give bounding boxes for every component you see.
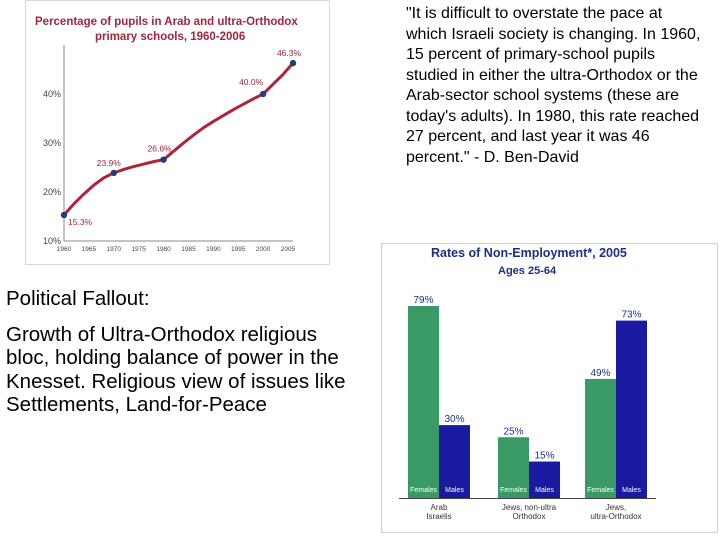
line-chart-title-line2: primary schools, 1960-2006 bbox=[95, 31, 245, 43]
bar-series-label: Females bbox=[500, 487, 527, 494]
bar-value-label: 79% bbox=[413, 295, 433, 306]
bar-females bbox=[408, 306, 439, 498]
category-label: Jews, bbox=[606, 503, 626, 512]
fallout-body: Growth of Ultra-Orthodox religious bloc,… bbox=[6, 322, 346, 417]
y-tick-label: 40% bbox=[43, 89, 61, 99]
bar-females bbox=[498, 437, 529, 498]
bar-males bbox=[439, 425, 470, 498]
non-employment-bar-chart: Rates of Non-Employment*, 2005 Ages 25-6… bbox=[381, 243, 718, 533]
data-point-marker bbox=[60, 211, 68, 219]
x-tick-label: 1990 bbox=[206, 246, 221, 253]
data-point-label: 46.3% bbox=[277, 48, 302, 58]
bar-males bbox=[616, 320, 647, 498]
data-point-label: 15.3% bbox=[68, 217, 93, 227]
political-fallout: Political Fallout: Growth of Ultra-Ortho… bbox=[6, 287, 361, 429]
y-tick-label: 10% bbox=[43, 236, 61, 246]
quote-text: "It is difficult to overstate the pace a… bbox=[406, 5, 701, 166]
category-label: Arab bbox=[431, 503, 448, 512]
category-label: Jews, non-ultra bbox=[502, 503, 557, 512]
data-point-marker bbox=[259, 90, 267, 98]
x-tick-label: 2005 bbox=[281, 246, 296, 253]
pupils-line-chart: Percentage of pupils in Arab and ultra-O… bbox=[25, 0, 330, 265]
y-tick-label: 30% bbox=[43, 138, 61, 148]
data-point-marker bbox=[160, 156, 167, 163]
x-tick-label: 1980 bbox=[156, 246, 171, 253]
pupils-series-line bbox=[62, 62, 295, 217]
x-tick-label: 1975 bbox=[131, 246, 146, 253]
data-point-label: 26.6% bbox=[148, 144, 173, 154]
bar-value-label: 49% bbox=[590, 368, 610, 379]
x-tick-label: 1985 bbox=[181, 246, 196, 253]
data-point-marker bbox=[289, 59, 297, 67]
data-point-label: 23.9% bbox=[97, 158, 122, 168]
bar-chart-title: Rates of Non-Employment*, 2005 bbox=[431, 246, 627, 260]
y-tick-label: 20% bbox=[43, 187, 61, 197]
bar-value-label: 73% bbox=[621, 310, 641, 321]
bar-value-label: 25% bbox=[503, 426, 523, 437]
bar-series-label: Males bbox=[535, 487, 554, 494]
bar-series-label: Females bbox=[410, 487, 437, 494]
bar-series-label: Females bbox=[587, 487, 614, 494]
category-label: ultra-Orthodox bbox=[590, 512, 641, 521]
bar-series-label: Males bbox=[622, 487, 641, 494]
bar-value-label: 15% bbox=[534, 451, 554, 462]
x-tick-label: 2000 bbox=[256, 246, 271, 253]
x-tick-label: 1960 bbox=[57, 246, 72, 253]
bar-series-label: Males bbox=[445, 487, 464, 494]
category-label: Israelis bbox=[426, 512, 451, 521]
data-point-label: 40.0% bbox=[239, 77, 264, 87]
fallout-heading: Political Fallout: bbox=[6, 287, 150, 310]
x-tick-label: 1965 bbox=[82, 246, 97, 253]
bar-females bbox=[585, 378, 616, 498]
bar-males bbox=[529, 461, 560, 498]
bar-value-label: 30% bbox=[444, 414, 464, 425]
bar-chart-subtitle: Ages 25-64 bbox=[498, 265, 557, 277]
category-label: Orthodox bbox=[513, 512, 546, 521]
x-tick-label: 1995 bbox=[231, 246, 246, 253]
line-chart-title: Percentage of pupils in Arab and ultra-O… bbox=[35, 16, 298, 28]
data-point-marker bbox=[110, 169, 117, 177]
x-tick-label: 1970 bbox=[107, 246, 122, 253]
